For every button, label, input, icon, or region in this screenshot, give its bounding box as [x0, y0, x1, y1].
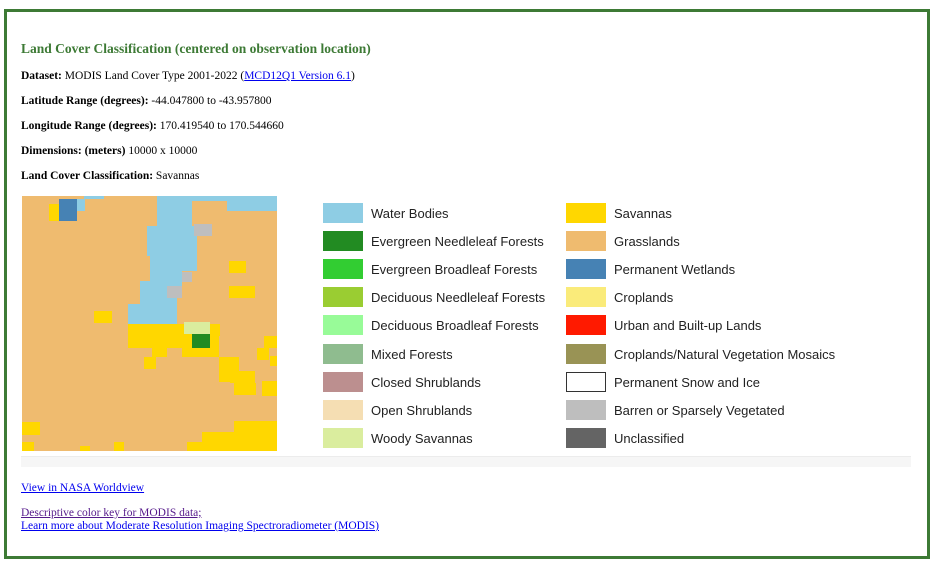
legend-label: Croplands/Natural Vegetation Mosaics	[614, 346, 836, 362]
legend-swatch	[323, 231, 363, 252]
legend-swatch	[566, 343, 606, 364]
legend-swatch	[323, 315, 363, 336]
land-cover-map-image	[22, 196, 277, 451]
legend-swatch	[566, 399, 606, 420]
classification-value: Savannas	[155, 170, 200, 182]
legend-swatch	[566, 315, 606, 336]
legend-label: Open Shrublands	[371, 402, 473, 418]
nasa-worldview-link[interactable]: View in NASA Worldview	[21, 482, 145, 494]
legend-label: Evergreen Needleleaf Forests	[371, 234, 544, 250]
legend-label: Deciduous Broadleaf Forests	[371, 318, 539, 334]
mcd12q1-link[interactable]: MCD12Q1 Version 6.1	[244, 70, 352, 82]
dataset-value: MODIS Land Cover Type 2001-2022 (	[64, 70, 245, 82]
longitude-line: Longitude Range (degrees): 170.419540 to…	[21, 120, 284, 132]
land-cover-map	[22, 196, 277, 451]
legend-label: Permanent Wetlands	[614, 262, 736, 278]
latitude-value: -44.047800 to -43.957800	[151, 95, 272, 107]
legend-swatch	[566, 287, 606, 308]
land-cover-panel: Land Cover Classification (centered on o…	[4, 9, 930, 559]
legend-swatch	[566, 259, 606, 280]
dataset-label: Dataset:	[21, 70, 62, 82]
legend-swatch	[566, 427, 606, 448]
divider	[21, 456, 911, 467]
learn-more-modis-link[interactable]: Learn more about Moderate Resolution Ima…	[21, 520, 379, 532]
legend-label: Unclassified	[614, 430, 685, 446]
legend-swatch	[323, 259, 363, 280]
legend-label: Urban and Built-up Lands	[614, 318, 762, 334]
dataset-close: )	[351, 70, 355, 82]
legend-label: Evergreen Broadleaf Forests	[371, 262, 538, 278]
longitude-value: 170.419540 to 170.544660	[159, 120, 284, 132]
color-key-link[interactable]: Descriptive color key for MODIS data;	[21, 507, 202, 519]
legend-label: Woody Savannas	[371, 430, 473, 446]
legend-label: Croplands	[614, 290, 674, 306]
legend-label: Deciduous Needleleaf Forests	[371, 290, 546, 306]
dimensions-value: 10000 x 10000	[128, 145, 198, 157]
classification-line: Land Cover Classification: Savannas	[21, 170, 199, 182]
legend-swatch	[566, 371, 606, 392]
legend-label: Grasslands	[614, 234, 680, 250]
legend-label: Mixed Forests	[371, 346, 453, 362]
legend-label: Water Bodies	[371, 206, 449, 221]
dimensions-line: Dimensions: (meters) 10000 x 10000	[21, 145, 197, 157]
legend-swatch	[323, 287, 363, 308]
legend-swatch	[566, 231, 606, 252]
legend-label: Savannas	[614, 206, 672, 221]
legend-swatch	[323, 343, 363, 364]
latitude-label: Latitude Range (degrees):	[21, 95, 149, 107]
latitude-line: Latitude Range (degrees): -44.047800 to …	[21, 95, 272, 107]
panel-title: Land Cover Classification (centered on o…	[21, 41, 371, 56]
classification-label: Land Cover Classification:	[21, 170, 154, 182]
legend-label: Closed Shrublands	[371, 374, 481, 390]
longitude-label: Longitude Range (degrees):	[21, 120, 157, 132]
dimensions-label: Dimensions: (meters)	[21, 145, 126, 157]
legend-swatch	[323, 371, 363, 392]
legend-label: Permanent Snow and Ice	[614, 374, 760, 390]
legend-label: Barren or Sparsely Vegetated	[614, 402, 785, 418]
legend-swatch	[323, 427, 363, 448]
dataset-line: Dataset: MODIS Land Cover Type 2001-2022…	[21, 70, 355, 82]
legend-swatch	[323, 399, 363, 420]
legend-swatch	[566, 203, 606, 223]
legend-swatch	[323, 203, 363, 223]
